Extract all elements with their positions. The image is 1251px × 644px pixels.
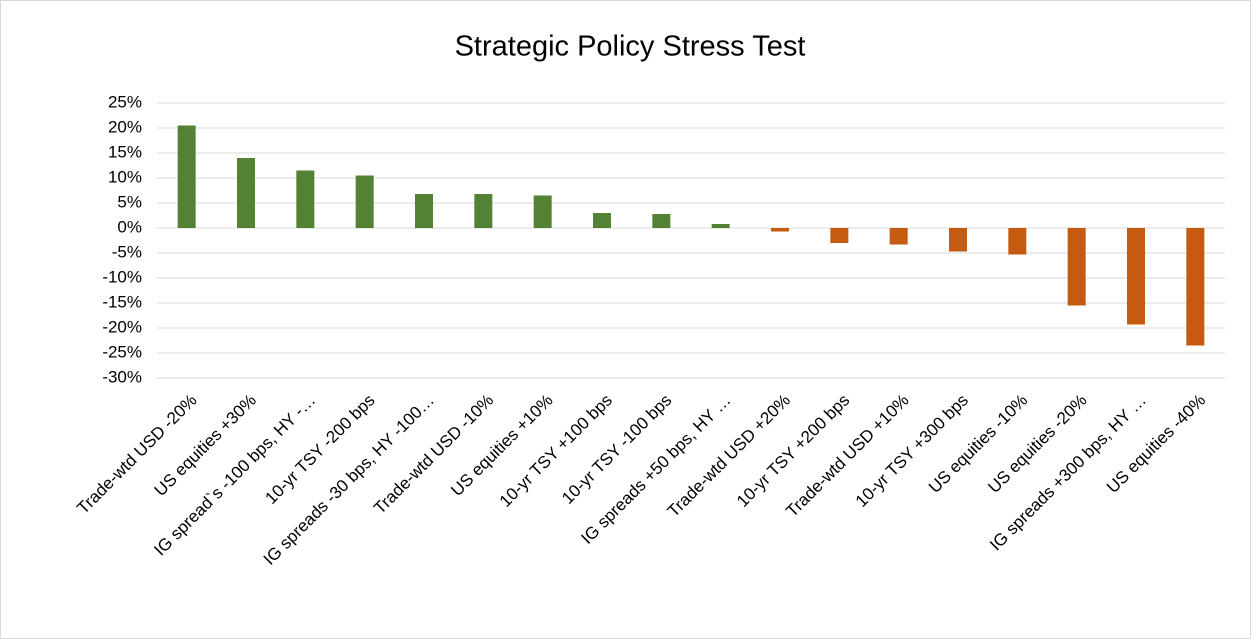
y-tick-label: -20% [102, 317, 142, 336]
y-tick-label: 20% [108, 117, 142, 136]
y-tick-label: -15% [102, 292, 142, 311]
bar [949, 228, 967, 252]
y-tick-label: -25% [102, 342, 142, 361]
bar [177, 125, 196, 228]
bar [533, 195, 552, 228]
bar [771, 228, 789, 232]
bar [1186, 228, 1205, 346]
bar [830, 228, 849, 243]
bar [1008, 228, 1027, 255]
y-tick-label: 15% [108, 142, 142, 161]
y-tick-label: 5% [117, 192, 142, 211]
bar [1127, 228, 1145, 325]
bar [355, 175, 374, 228]
bar [889, 228, 908, 245]
chart-title: Strategic Policy Stress Test [455, 31, 806, 63]
y-tick-label: 25% [108, 92, 142, 111]
bar [296, 170, 315, 228]
bar [652, 214, 671, 228]
bar [237, 158, 255, 228]
bar [415, 194, 433, 228]
bar [593, 213, 611, 228]
y-tick-label: 10% [108, 167, 142, 186]
y-tick-label: -10% [102, 267, 142, 286]
y-tick-label: -30% [102, 367, 142, 386]
y-tick-label: -5% [112, 242, 142, 261]
y-tick-label: 0% [117, 217, 142, 236]
bar [711, 224, 730, 228]
bar [1067, 228, 1086, 306]
bar [474, 194, 493, 228]
